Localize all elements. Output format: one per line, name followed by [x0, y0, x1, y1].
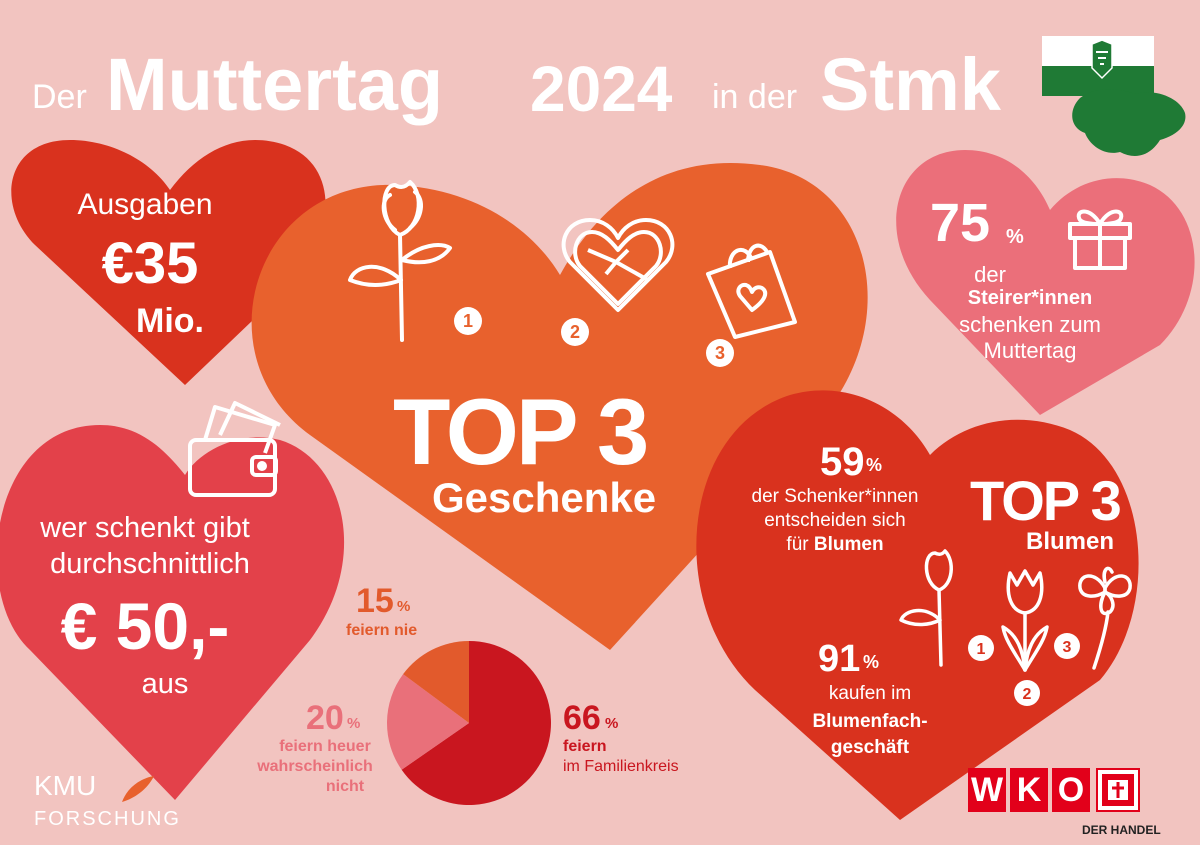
pie-label-15-number: 15	[356, 582, 394, 620]
average-spend-line2: durchschnittlich	[50, 548, 250, 580]
pie-label-20-number: 20	[306, 699, 344, 737]
flowers-subheading: Blumen	[1026, 528, 1115, 555]
flowers-line3-bold: Blumen	[813, 534, 884, 555]
pie-label-66-number: 66	[563, 699, 601, 737]
title-muttertag: Muttertag	[106, 43, 444, 126]
pie-label-66-percent: %	[605, 715, 619, 732]
pie-label-20-percent: %	[347, 715, 361, 732]
flower-rank-1-text: 1	[977, 641, 986, 658]
florist-line3: geschäft	[830, 737, 910, 758]
title-stmk: Stmk	[820, 43, 1001, 126]
kmu-logo-top: KMU	[34, 770, 97, 801]
ausgaben-label: Ausgaben	[77, 188, 213, 221]
flower-rank-badge-1: 1	[968, 635, 994, 661]
wko-letter-o: O	[1052, 768, 1090, 812]
rank-2-text: 2	[570, 322, 580, 342]
florist-line1: kaufen im	[828, 683, 912, 704]
gift-bag-icon	[706, 243, 797, 339]
title-der: Der	[32, 78, 87, 116]
kmu-leaf-icon	[122, 776, 154, 802]
ausgaben-unit: Mio.	[136, 302, 204, 340]
wko-emblem-icon	[1096, 768, 1140, 812]
wallet-icon	[188, 401, 281, 497]
rank-badge-2: 2	[561, 318, 589, 346]
gift-icon	[1068, 209, 1132, 270]
flower-rank-badge-2: 2	[1014, 680, 1040, 706]
flower-rank-3-text: 3	[1063, 639, 1072, 656]
florist-percent: %	[863, 652, 880, 672]
share-giving-number: 75	[930, 193, 991, 253]
styria-flag-map-icon	[1042, 36, 1186, 156]
orchid-icon	[1078, 566, 1132, 670]
florist-number: 91	[818, 638, 861, 680]
share-giving-line4: Muttertag	[983, 338, 1077, 363]
pie-slice-66	[401, 641, 551, 805]
flowers-pct-number: 59	[820, 440, 865, 484]
pie-label-66-text2: im Familienkreis	[563, 758, 679, 775]
top3-gifts-subheading: Geschenke	[432, 474, 657, 521]
average-spend-line3: aus	[141, 668, 189, 700]
heart-average-spend	[0, 425, 345, 800]
share-giving-line3: schenken zum	[959, 312, 1101, 337]
wko-letter-w: W	[968, 768, 1006, 812]
florist-line2: Blumenfach-	[812, 711, 928, 732]
rank-1-text: 1	[463, 311, 473, 331]
celebration-pie-chart	[387, 641, 551, 805]
kmu-logo-bottom: FORSCHUNG	[34, 808, 181, 830]
pie-label-15-text: feiern nie	[346, 622, 418, 639]
rose-flower-icon	[899, 549, 953, 667]
rank-badge-3: 3	[706, 339, 734, 367]
wko-logo-sub: DER HANDEL	[1082, 823, 1161, 837]
flower-rank-badge-3: 3	[1054, 633, 1080, 659]
ausgaben-amount: €35	[101, 231, 199, 296]
rose-icon	[348, 180, 452, 342]
flowers-heading: TOP 3	[970, 469, 1122, 532]
flowers-pct-percent: %	[866, 455, 883, 475]
tulip-icon	[1001, 569, 1049, 672]
pie-label-20-text3: nicht	[325, 778, 365, 795]
pie-label-15-percent: %	[397, 598, 411, 615]
heart-chocolate-box-icon	[561, 218, 675, 312]
share-giving-percent: %	[1006, 226, 1024, 248]
average-spend-line1: wer schenkt gibt	[40, 512, 250, 544]
pie-slice-20	[387, 674, 469, 770]
wko-logo: W K O	[968, 768, 1144, 818]
pie-label-20-text1: feiern heuer	[279, 738, 371, 755]
title-year: 2024	[530, 53, 673, 125]
pie-label-66-text1: feiern	[563, 738, 607, 755]
pie-label-20-text2: wahrscheinlich	[257, 758, 373, 775]
share-giving-line1: der	[974, 262, 1006, 287]
rank-badge-1: 1	[454, 307, 482, 335]
share-giving-line2: Steirer*innen	[967, 287, 1093, 309]
wko-letter-k: K	[1010, 768, 1048, 812]
flowers-line3-pre: für	[786, 534, 814, 555]
flowers-line2: entscheiden sich	[764, 510, 906, 531]
heart-ausgaben	[11, 140, 326, 385]
flowers-line3: für Blumen	[730, 534, 940, 556]
heart-flowers	[696, 390, 1139, 820]
rank-3-text: 3	[715, 343, 725, 363]
flower-rank-2-text: 2	[1023, 686, 1032, 703]
top3-gifts-heading: TOP 3	[393, 379, 649, 484]
flowers-line1: der Schenker*innen	[751, 486, 919, 507]
title-in-der: in der	[712, 78, 798, 116]
pie-slice-15	[403, 641, 469, 723]
average-spend-amount: € 50,-	[60, 589, 230, 663]
